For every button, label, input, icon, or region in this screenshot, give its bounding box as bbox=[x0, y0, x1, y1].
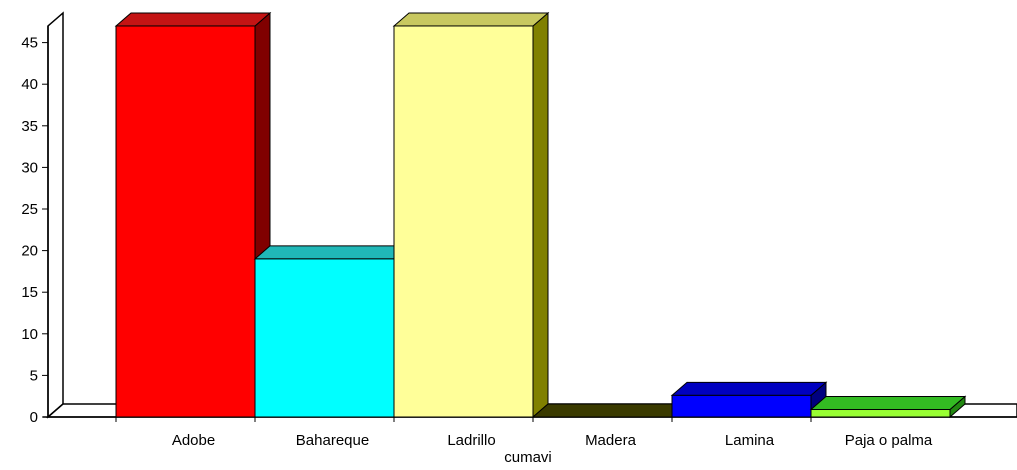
x-tick-label: Bahareque bbox=[296, 432, 369, 449]
bar-adobe bbox=[114, 11, 272, 419]
y-tick-label: 10 bbox=[21, 326, 38, 343]
bar-side bbox=[532, 11, 549, 419]
y-tick-label: 30 bbox=[21, 159, 38, 176]
x-tick-label: Madera bbox=[585, 432, 637, 449]
bar-front bbox=[810, 409, 951, 418]
y-tick-label: 35 bbox=[21, 118, 38, 135]
bar-top bbox=[531, 403, 689, 418]
bar-madera bbox=[531, 403, 689, 418]
bar-top bbox=[809, 396, 967, 411]
x-tick-label: Ladrillo bbox=[447, 432, 495, 449]
chart-bars bbox=[114, 11, 967, 419]
bar-bahareque bbox=[253, 244, 411, 419]
bar-top bbox=[392, 12, 550, 27]
x-axis-ticks: Adobe Bahareque Ladrillo Madera Lamina Paja o… bbox=[115, 417, 933, 449]
bar-ladrillo bbox=[392, 11, 550, 419]
x-tick-label: Paja o palma bbox=[845, 432, 933, 449]
y-axis-ticks: 0 5 10 15 20 25 30 35 40 45 bbox=[21, 35, 48, 426]
bar-top bbox=[670, 381, 828, 396]
y-tick-label: 25 bbox=[21, 201, 38, 218]
bar-top bbox=[253, 245, 411, 260]
bar-front bbox=[393, 25, 534, 418]
y-tick-label: 45 bbox=[21, 35, 38, 52]
y-tick-label: 20 bbox=[21, 243, 38, 260]
bar-front bbox=[254, 258, 395, 418]
bar-front bbox=[115, 25, 256, 418]
bar-paja-o-palma bbox=[809, 395, 967, 419]
bar-front bbox=[671, 394, 812, 418]
y-tick-label: 15 bbox=[21, 284, 38, 301]
bar-top bbox=[114, 12, 272, 27]
x-axis-title: cumavi bbox=[504, 449, 552, 466]
x-tick-label: Lamina bbox=[725, 432, 775, 449]
y-tick-label: 0 bbox=[30, 409, 38, 426]
x-tick-label: Adobe bbox=[172, 432, 215, 449]
back-wall bbox=[47, 11, 64, 419]
y-tick-label: 5 bbox=[30, 367, 38, 384]
y-tick-label: 40 bbox=[21, 76, 38, 93]
bar-lamina bbox=[670, 381, 828, 419]
